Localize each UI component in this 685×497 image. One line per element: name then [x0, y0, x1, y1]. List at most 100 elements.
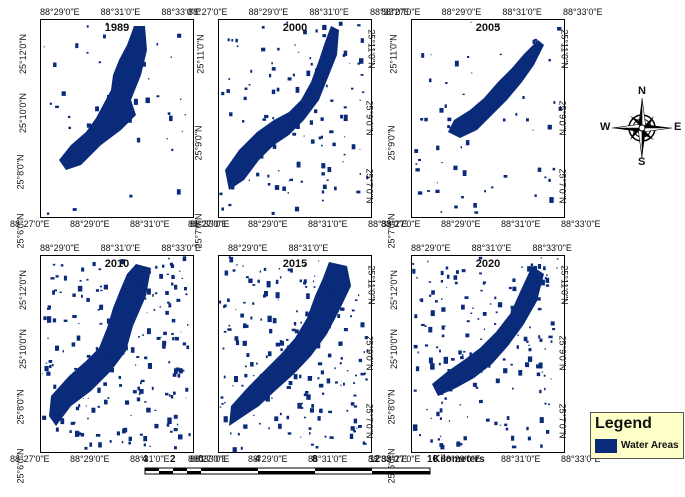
water-patch	[299, 436, 302, 438]
water-patch	[447, 117, 452, 122]
water-patch	[365, 378, 368, 381]
water-patch	[508, 286, 512, 290]
water-patch	[441, 401, 443, 404]
bottom-longitude-tick: 88°27'0"E	[188, 454, 228, 464]
water-patch	[469, 352, 472, 356]
water-patch	[228, 256, 231, 259]
top-longitude-tick: 88°33'0"E	[161, 7, 201, 17]
water-patch	[315, 29, 318, 33]
water-patch	[246, 353, 250, 357]
bottom-longitude-tick: 88°31'0"E	[308, 219, 348, 229]
water-patch	[103, 34, 106, 39]
water-patch	[271, 211, 275, 215]
water-patch	[123, 427, 128, 433]
panel-year-label: 2020	[475, 258, 501, 270]
water-patch	[168, 257, 170, 260]
water-patch	[64, 383, 69, 389]
water-patch	[43, 316, 47, 321]
water-patch	[342, 161, 344, 163]
water-patch	[123, 291, 127, 296]
right-latitude-tick: 25°9'0"N	[557, 335, 568, 371]
water-patch	[262, 376, 266, 380]
water-patch	[291, 328, 296, 332]
water-patch	[128, 436, 132, 441]
water-patch	[358, 294, 360, 297]
water-patch	[155, 265, 158, 269]
water-patch	[317, 377, 320, 380]
water-patch	[444, 325, 446, 327]
left-latitude-tick: 25°11'0"N	[388, 34, 399, 74]
water-patch	[412, 268, 416, 274]
water-patch	[233, 168, 236, 171]
water-patch	[126, 403, 128, 405]
map-frame: 2010	[40, 255, 194, 453]
top-longitude-tick: 88°29'0"E	[40, 7, 80, 17]
water-patch	[444, 384, 446, 387]
water-patch	[294, 206, 300, 212]
water-patch	[464, 296, 469, 299]
water-patch	[353, 405, 358, 408]
water-patch	[491, 338, 495, 343]
water-patch	[310, 62, 313, 66]
water-patch	[461, 304, 465, 310]
water-patch	[553, 101, 556, 104]
water-patch	[227, 328, 232, 331]
water-patch	[272, 144, 277, 149]
water-patch	[289, 178, 293, 181]
water-patch	[105, 335, 108, 338]
water-patch	[309, 432, 311, 435]
water-patch	[482, 281, 487, 284]
water-patch	[159, 273, 163, 279]
top-longitude-tick: 88°33'0"E	[563, 7, 603, 17]
water-patch	[456, 270, 459, 274]
water-patch	[456, 441, 461, 447]
left-latitude-tick: 25°9'0"N	[386, 124, 397, 161]
water-patch	[42, 373, 44, 375]
water-patch	[99, 304, 104, 310]
water-patch	[526, 426, 529, 431]
water-patch	[479, 399, 483, 404]
water-patch	[87, 397, 89, 399]
water-patch	[445, 82, 448, 84]
water-patch	[504, 423, 508, 427]
water-patch	[257, 279, 260, 283]
water-patch	[81, 267, 85, 272]
right-latitude-tick: 25°7'0"N	[557, 168, 568, 204]
water-patch	[96, 351, 99, 354]
bottom-longitude-tick: 88°29'0"E	[441, 219, 481, 229]
water-patch	[86, 278, 89, 281]
water-patch	[315, 446, 319, 449]
water-patch	[449, 126, 452, 130]
water-patch	[168, 361, 171, 364]
water-patch	[355, 374, 357, 377]
water-patch	[318, 383, 324, 388]
water-patch	[537, 264, 542, 269]
water-patch	[471, 72, 473, 74]
water-patch	[170, 264, 175, 268]
water-patch	[557, 27, 562, 31]
bottom-longitude-tick: 88°31'0"E	[308, 454, 348, 464]
water-patch	[148, 78, 150, 80]
water-patch	[322, 34, 327, 38]
water-patch	[484, 190, 486, 193]
water-patch	[439, 443, 444, 447]
water-patch	[548, 178, 551, 182]
water-patch	[360, 372, 365, 376]
water-patch	[424, 344, 429, 347]
panel-year-label: 2015	[282, 258, 308, 270]
water-patch	[49, 414, 54, 418]
water-patch	[99, 322, 103, 325]
water-patch	[147, 363, 152, 369]
water-patch	[470, 21, 472, 23]
water-patch	[77, 162, 79, 164]
water-patch	[83, 368, 86, 371]
water-patch	[220, 396, 224, 399]
water-patch	[181, 369, 185, 372]
water-patch	[170, 56, 172, 58]
panel-year-label: 2005	[475, 22, 501, 34]
water-patch	[72, 293, 76, 297]
water-patch	[479, 272, 482, 275]
water-patch	[448, 385, 453, 392]
water-patch	[349, 62, 351, 64]
water-patch	[248, 278, 253, 283]
